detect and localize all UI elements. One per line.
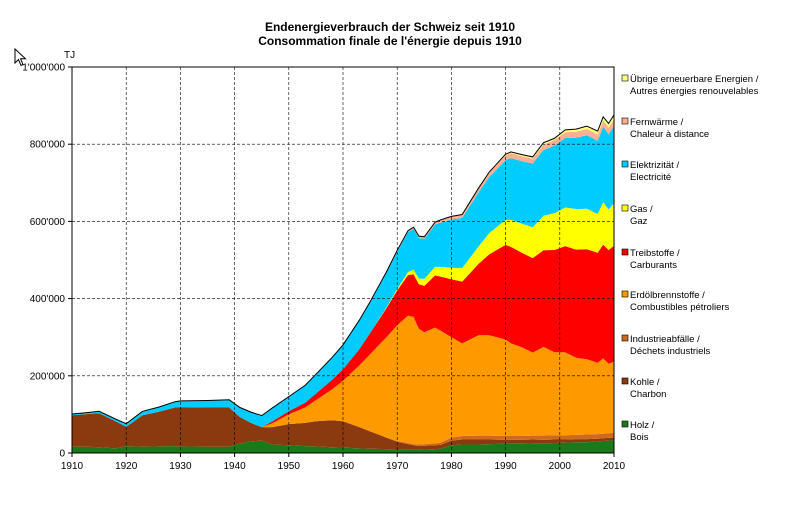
chart-title: Endenergieverbrauch der Schweiz seit 191… (264, 20, 516, 34)
area-series-6 (72, 126, 614, 428)
legend-label: Bois (630, 432, 649, 443)
y-tick-label: 400'000 (30, 294, 66, 305)
x-tick-label: 1960 (332, 461, 355, 472)
legend-label: Combustibles pétroliers (630, 302, 730, 313)
legend-label: Industrieabfälle / (630, 334, 700, 345)
y-axis-unit-label: TJ (64, 50, 75, 61)
chart-subtitle: Consommation finale de l'énergie depuis … (258, 34, 522, 48)
legend-swatch (621, 160, 629, 168)
x-tick-label: 2010 (603, 461, 626, 472)
x-tick-label: 1940 (223, 461, 246, 472)
x-tick-label: 1990 (494, 461, 517, 472)
x-tick-label: 1920 (115, 461, 138, 472)
legend-label: Chaleur à distance (630, 129, 709, 140)
y-tick-label: 1'000'000 (22, 63, 65, 74)
area-series-2 (72, 407, 614, 447)
legend-swatch (621, 117, 629, 125)
y-tick-label: 200'000 (30, 371, 66, 382)
legend-label: Charbon (630, 389, 666, 400)
legend-label: Erdölbrennstoffe / (630, 290, 705, 301)
x-tick-label: 1910 (61, 461, 84, 472)
grid-lines (72, 67, 614, 453)
legend-label: Electricité (630, 172, 671, 183)
legend-label: Übrige erneuerbare Energien / (630, 74, 759, 85)
legend-swatch (621, 377, 629, 385)
legend-label: Carburants (630, 260, 677, 271)
x-axis-ticks: 1910 1920 1930 1940 1950 1960 1970 1980 1990 2000… (61, 453, 626, 472)
legend-swatch (621, 420, 629, 428)
legend-label: Gaz (630, 216, 648, 227)
legend-label: Déchets industriels (630, 346, 711, 357)
area-series-0 (72, 440, 614, 453)
legend-label: Holz / (630, 420, 655, 431)
legend-swatch (621, 334, 629, 342)
y-tick-label: 800'000 (30, 140, 66, 151)
legend-swatch (621, 204, 629, 212)
legend-swatch (621, 290, 629, 298)
mouse-pointer-icon (14, 48, 27, 67)
area-series-5 (72, 202, 614, 428)
legend-swatch (621, 248, 629, 256)
y-tick-label: 0 (59, 449, 65, 460)
x-tick-label: 1970 (386, 461, 409, 472)
y-tick-label: 600'000 (30, 217, 66, 228)
total-outline (71, 114, 615, 425)
legend-label: Gas / (630, 204, 653, 215)
x-tick-label: 1980 (440, 461, 463, 472)
x-tick-label: 1930 (169, 461, 192, 472)
legend-label: Fernwärme / (630, 117, 684, 128)
area-series-4 (72, 244, 614, 428)
area-series-3 (72, 315, 614, 445)
x-tick-label: 2000 (549, 461, 572, 472)
legend-label: Treibstoffe / (630, 248, 680, 259)
x-tick-label: 1950 (278, 461, 301, 472)
legend-label: Elektrizität / (630, 160, 679, 171)
legend-label: Kohle / (630, 377, 660, 388)
legend-swatch (621, 74, 629, 82)
legend: Übrige erneuerbare Energien /Autres éner… (621, 74, 759, 443)
legend-label: Autres énergies renouvelables (630, 86, 759, 97)
y-axis-ticks: 0 200'000 400'000 600'000 800'000 1'000'000 (22, 63, 72, 460)
